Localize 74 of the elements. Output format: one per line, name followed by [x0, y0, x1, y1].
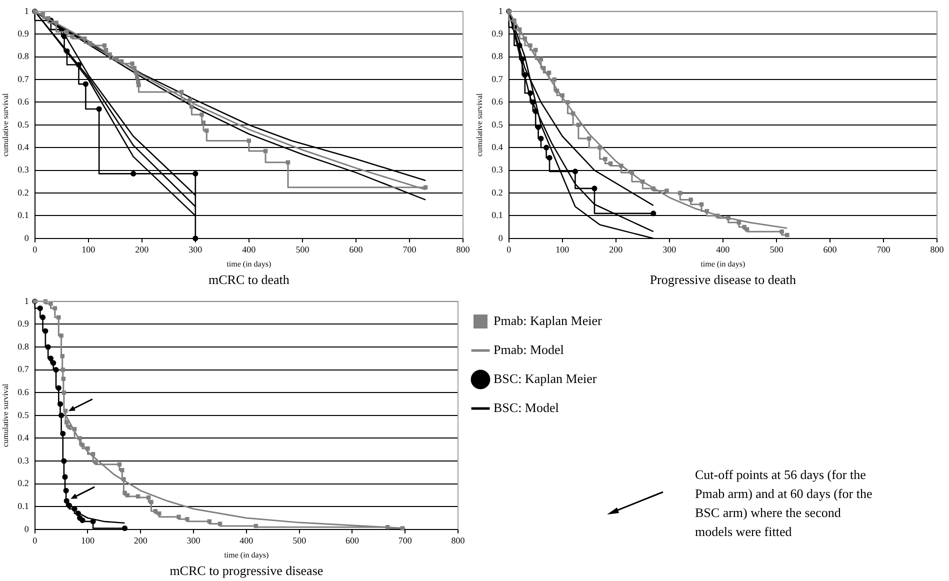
- y-tick-label: 0.9: [18, 28, 30, 38]
- x-tick-label: 300: [662, 244, 677, 254]
- legend-label: Pmab: Kaplan Meier: [494, 312, 602, 328]
- y-tick-label: 0.9: [492, 28, 504, 38]
- y-tick-label: 0.4: [18, 142, 30, 152]
- y-tick-label: 0.8: [492, 51, 504, 62]
- x-axis-title: time (in days): [224, 550, 269, 560]
- y-tick-label: 0: [24, 524, 30, 534]
- y-tick-label: 0: [498, 232, 504, 243]
- x-tick-label: 500: [292, 535, 307, 546]
- x-tick-label: 100: [82, 244, 96, 254]
- x-tick-label: 600: [823, 244, 838, 254]
- text: Progressive disease to death: [650, 272, 797, 287]
- x-tick-label: 0: [32, 244, 38, 254]
- y-tick-label: 0.6: [18, 96, 30, 107]
- y-tick-label: 0.2: [492, 187, 503, 198]
- y-tick-label: 0.4: [18, 432, 30, 443]
- x-axis-title: time (in days): [226, 259, 272, 268]
- x-tick-label: 500: [770, 244, 784, 254]
- y-tick-label: 1: [24, 6, 29, 16]
- x-tick-label: 400: [240, 535, 254, 546]
- legend-label: BSC: Kaplan Meier: [494, 370, 598, 386]
- y-tick-label: 0.9: [18, 318, 30, 329]
- text: mCRC to progressive disease: [170, 562, 324, 578]
- x-tick-label: 800: [456, 244, 470, 254]
- y-tick-label: 0.7: [18, 74, 30, 84]
- x-tick-label: 300: [188, 244, 203, 254]
- y-tick-label: 0.8: [18, 341, 30, 352]
- y-tick-label: 0.5: [18, 119, 30, 130]
- y-axis-title: cumulative survival: [474, 92, 484, 157]
- legend-label: Pmab: Model: [494, 342, 564, 357]
- x-tick-label: 600: [345, 535, 360, 546]
- y-tick-label: 0.6: [18, 386, 30, 397]
- y-tick-label: 0.4: [492, 142, 504, 152]
- x-tick-label: 300: [186, 535, 201, 546]
- y-tick-label: 0.7: [492, 74, 504, 84]
- legend-label: BSC: Model: [494, 400, 560, 415]
- x-tick-label: 0: [32, 535, 38, 546]
- x-tick-label: 400: [242, 244, 256, 254]
- y-tick-label: 0: [24, 232, 30, 243]
- x-tick-label: 100: [80, 535, 95, 546]
- x-tick-label: 500: [296, 244, 310, 254]
- text: Cut-off points at 56 days (for the Pmab arm) and at 60 days (for the BSC arm) where the second models were fitted: [695, 466, 874, 541]
- text: mCRC to death: [208, 272, 290, 287]
- y-axis-title: cumulative survival: [0, 382, 10, 448]
- x-tick-label: 700: [876, 244, 891, 254]
- x-tick-label: 200: [134, 535, 148, 546]
- y-tick-label: 0.3: [492, 164, 504, 175]
- y-axis-title: cumulative survival: [0, 92, 10, 157]
- y-tick-label: 1: [24, 296, 29, 306]
- x-tick-label: 200: [135, 244, 150, 254]
- y-tick-label: 0.1: [492, 210, 503, 220]
- y-tick-label: 0.3: [18, 455, 30, 466]
- y-tick-label: 0.7: [18, 364, 30, 374]
- y-tick-label: 0.1: [18, 500, 29, 511]
- y-tick-label: 0.2: [18, 187, 29, 198]
- x-tick-label: 700: [398, 535, 412, 546]
- y-tick-label: 0.1: [18, 210, 29, 220]
- x-tick-label: 800: [930, 244, 944, 254]
- x-tick-label: 600: [349, 244, 364, 254]
- x-tick-label: 400: [716, 244, 730, 254]
- y-tick-label: 0.5: [492, 119, 504, 130]
- x-tick-label: 800: [451, 535, 466, 546]
- x-tick-label: 200: [609, 244, 624, 254]
- y-tick-label: 0.8: [18, 51, 30, 62]
- x-tick-label: 0: [506, 244, 512, 254]
- y-tick-label: 1: [498, 6, 503, 16]
- y-tick-label: 0.2: [18, 478, 29, 488]
- x-tick-label: 700: [402, 244, 417, 254]
- y-tick-label: 0.6: [492, 96, 504, 107]
- y-tick-label: 0.3: [18, 164, 30, 175]
- x-tick-label: 100: [556, 244, 570, 254]
- y-tick-label: 0.5: [18, 410, 30, 420]
- x-axis-title: time (in days): [700, 259, 746, 268]
